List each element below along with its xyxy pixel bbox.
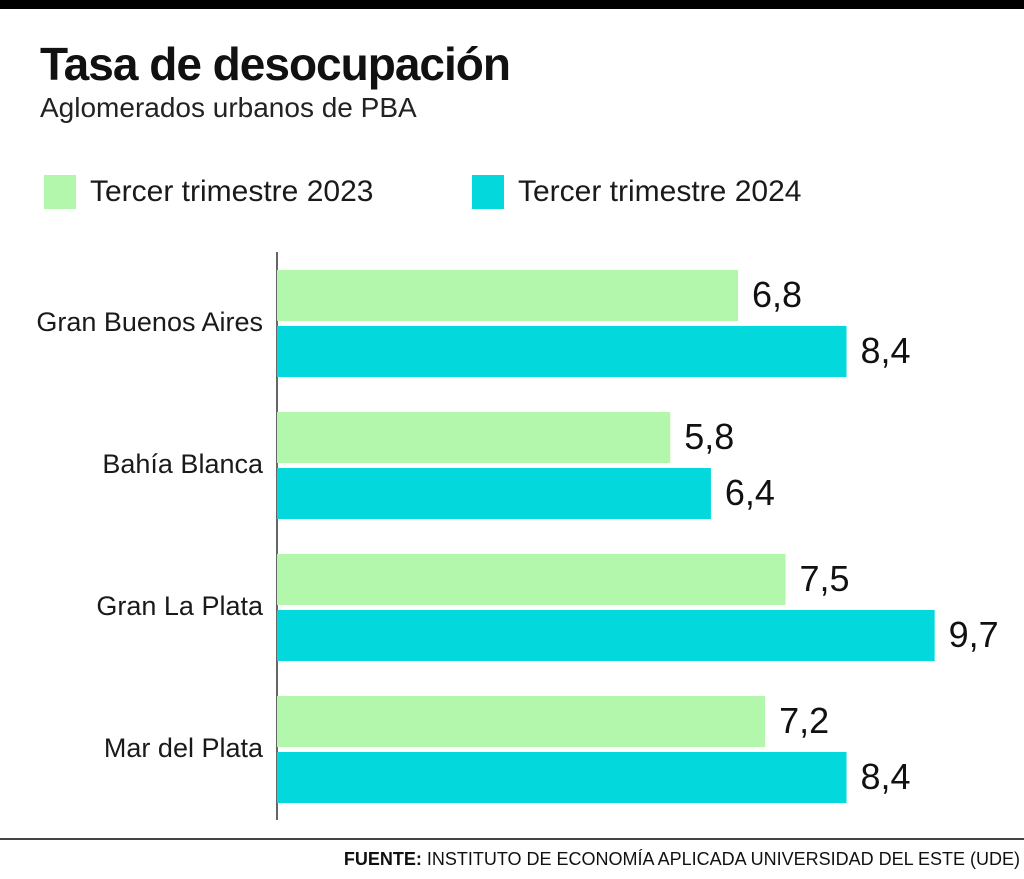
value-label-bahia-blanca-2024: 6,4: [725, 472, 775, 513]
value-label-bahia-blanca-2023: 5,8: [684, 416, 734, 457]
value-label-gran-la-plata-2024: 9,7: [949, 614, 999, 655]
bar-mar-del-plata-2023: [277, 696, 766, 747]
value-label-mar-del-plata-2024: 8,4: [861, 756, 911, 797]
legend-swatch-2024: [472, 175, 504, 209]
bar-gran-buenos-aires-2024: [277, 326, 847, 377]
value-label-gran-buenos-aires-2023: 6,8: [752, 274, 802, 315]
footer-rule: [0, 838, 1024, 840]
bar-gran-la-plata-2023: [277, 554, 786, 605]
value-label-gran-la-plata-2023: 7,5: [800, 558, 850, 599]
source-label: FUENTE:: [343, 849, 422, 869]
bar-chart: Gran Buenos Aires 6,8 8,4 Bahía Blanca 5,8 6,…: [36, 252, 999, 820]
bar-gran-la-plata-2024: [277, 610, 935, 661]
category-label-gran-la-plata: Gran La Plata: [96, 591, 264, 621]
category-label-gran-buenos-aires: Gran Buenos Aires: [36, 307, 263, 337]
value-label-mar-del-plata-2023: 7,2: [779, 700, 829, 741]
bar-bahia-blanca-2023: [277, 412, 671, 463]
source-text: INSTITUTO DE ECONOMÍA APLICADA UNIVERSID…: [426, 849, 1020, 869]
top-rule: [0, 0, 1024, 9]
legend-label-2023: Tercer trimestre 2023: [90, 175, 374, 208]
chart-subtitle: Aglomerados urbanos de PBA: [40, 92, 417, 123]
category-label-bahia-blanca: Bahía Blanca: [102, 449, 264, 479]
bar-mar-del-plata-2024: [277, 752, 847, 803]
legend-swatch-2023: [44, 175, 76, 209]
value-label-gran-buenos-aires-2024: 8,4: [861, 330, 911, 371]
category-label-mar-del-plata: Mar del Plata: [104, 733, 264, 763]
source-note: FUENTE: INSTITUTO DE ECONOMÍA APLICADA U…: [344, 847, 1020, 871]
chart-title: Tasa de desocupación: [40, 38, 511, 90]
bar-gran-buenos-aires-2023: [277, 270, 739, 321]
legend-label-2024: Tercer trimestre 2024: [518, 175, 802, 208]
bar-bahia-blanca-2024: [277, 468, 711, 519]
